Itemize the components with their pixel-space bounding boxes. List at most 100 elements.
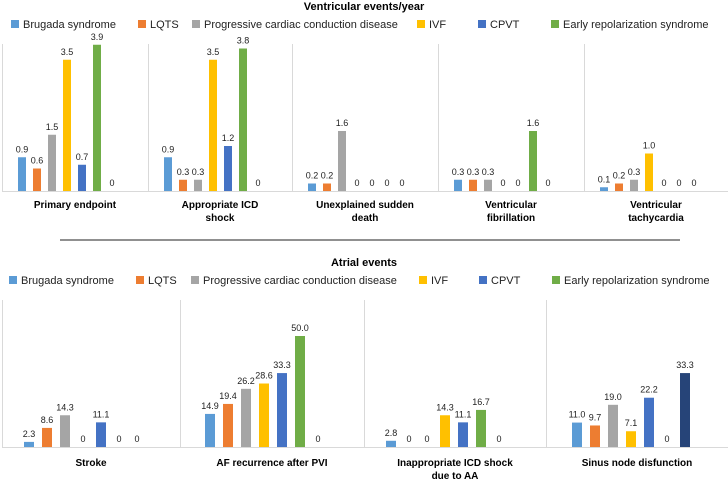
ventricular-bar-primary-endpoint-ivf [63, 59, 71, 191]
ventricular-value-label-primary-endpoint-early-repolarization-syndrome: 3.9 [91, 32, 104, 42]
atrial-legend-swatch-ivf [419, 276, 427, 284]
atrial-value-label-inappropriate-icd-shock-due-to-aa-progressive-cardiac-conduction-disease: 0 [424, 434, 429, 444]
ventricular-value-label-ventricular-tachycardia-ivf: 1.0 [643, 141, 656, 151]
ventricular-bar-ventricular-tachycardia-lqts [615, 183, 623, 191]
ventricular-bar-unexplained-sudden-death-brugada-syndrome [308, 183, 316, 191]
atrial-bar-sinus-node-disfunction-brugada-syndrome [572, 422, 582, 447]
atrial-value-label-af-recurrence-after-pvi-ivf: 28.6 [255, 371, 273, 381]
atrial-bar-af-recurrence-after-pvi-cpvt [277, 373, 287, 447]
ventricular-bar-unexplained-sudden-death-progressive-cardiac-conduction-disease [338, 131, 346, 191]
atrial-value-label-af-recurrence-after-pvi-early-repolarization-syndrome: 50.0 [291, 323, 309, 333]
atrial-legend-label-early-repolarization-syndrome: Early repolarization syndrome [564, 275, 710, 287]
ventricular-bar-appropriate-icd-shock-lqts [179, 179, 187, 191]
atrial-value-label-inappropriate-icd-shock-due-to-aa-ivf: 14.3 [436, 402, 454, 412]
ventricular-bar-unexplained-sudden-death-lqts [323, 183, 331, 191]
ventricular-legend-label-ivf: IVF [429, 19, 446, 31]
ventricular-bar-primary-endpoint-cpvt [78, 164, 86, 191]
ventricular-value-label-primary-endpoint-lqts: 0.6 [31, 156, 44, 166]
atrial-bar-stroke-brugada-syndrome [24, 441, 34, 447]
ventricular-value-label-ventricular-tachycardia-lqts: 0.2 [613, 171, 626, 181]
atrial-value-label-af-recurrence-after-pvi-sqts: 0 [315, 434, 320, 444]
atrial-value-label-stroke-progressive-cardiac-conduction-disease: 14.3 [56, 402, 74, 412]
atrial-legend: Brugada syndrome LQTS Progressive cardiac … [9, 275, 710, 287]
ventricular-bar-appropriate-icd-shock-brugada-syndrome [164, 157, 172, 191]
ventricular-category-label-unexplained-sudden-death: Unexplained sudden death [316, 200, 414, 224]
atrial-value-label-stroke-cpvt: 11.1 [93, 409, 110, 419]
ventricular-value-label-primary-endpoint-brugada-syndrome: 0.9 [16, 144, 29, 154]
atrial-value-label-stroke-brugada-syndrome: 2.3 [23, 429, 36, 439]
atrial-bar-sinus-node-disfunction-progressive-cardiac-conduction-disease [608, 404, 618, 447]
ventricular-value-label-ventricular-fibrillation-progressive-cardiac-conduction-disease: 0.3 [482, 167, 495, 177]
ventricular-category-label-ventricular-fibrillation: Ventricular fibrillation [485, 200, 537, 224]
ventricular-bar-ventricular-tachycardia-brugada-syndrome [600, 187, 608, 191]
ventricular-value-label-ventricular-tachycardia-brugada-syndrome: 0.1 [598, 174, 611, 184]
ventricular-value-label-appropriate-icd-shock-ivf: 3.5 [207, 47, 220, 57]
ventricular-legend-label-brugada-syndrome: Brugada syndrome [23, 19, 116, 31]
atrial-bar-sinus-node-disfunction-sqts [680, 373, 690, 447]
ventricular-value-label-appropriate-icd-shock-cpvt: 1.2 [222, 133, 235, 143]
ventricular-bar-ventricular-fibrillation-progressive-cardiac-conduction-disease [484, 179, 492, 191]
ventricular-value-label-unexplained-sudden-death-lqts: 0.2 [321, 171, 334, 181]
ventricular-category-label-appropriate-icd-shock: Appropriate ICD shock [182, 200, 259, 224]
ventricular-legend-swatch-progressive-cardiac-conduction-disease [192, 20, 200, 28]
atrial-bar-af-recurrence-after-pvi-brugada-syndrome [205, 413, 215, 447]
atrial-value-label-inappropriate-icd-shock-due-to-aa-early-repolarization-syndrome: 16.7 [472, 397, 490, 407]
ventricular-legend-swatch-lqts [138, 20, 146, 28]
atrial-value-label-af-recurrence-after-pvi-lqts: 19.4 [219, 391, 237, 401]
atrial-events-chart: Atrial events Brugada syndrome LQTS Progre… [2, 257, 728, 482]
ventricular-bar-appropriate-icd-shock-progressive-cardiac-conduction-disease [194, 179, 202, 191]
ventricular-value-label-ventricular-tachycardia-sqts: 0 [691, 178, 696, 188]
ventricular-value-label-appropriate-icd-shock-lqts: 0.3 [177, 167, 190, 177]
ventricular-value-label-unexplained-sudden-death-sqts: 0 [399, 178, 404, 188]
atrial-legend-label-progressive-cardiac-conduction-disease: Progressive cardiac conduction disease [203, 275, 397, 287]
atrial-value-label-stroke-lqts: 8.6 [41, 415, 54, 425]
ventricular-bar-primary-endpoint-early-repolarization-syndrome [93, 44, 101, 191]
atrial-value-label-inappropriate-icd-shock-due-to-aa-brugada-syndrome: 2.8 [385, 428, 398, 438]
atrial-value-label-sinus-node-disfunction-early-repolarization-syndrome: 0 [664, 434, 669, 444]
atrial-bar-inappropriate-icd-shock-due-to-aa-early-repolarization-syndrome [476, 409, 486, 447]
ventricular-bar-ventricular-tachycardia-ivf [645, 153, 653, 191]
atrial-bar-stroke-cpvt [96, 422, 106, 447]
ventricular-value-label-primary-endpoint-ivf: 3.5 [61, 47, 74, 57]
atrial-legend-swatch-cpvt [479, 276, 487, 284]
atrial-value-label-sinus-node-disfunction-brugada-syndrome: 11.0 [569, 410, 586, 420]
atrial-value-label-sinus-node-disfunction-progressive-cardiac-conduction-disease: 19.0 [604, 392, 622, 402]
ventricular-value-label-ventricular-tachycardia-cpvt: 0 [661, 178, 666, 188]
atrial-category-label-stroke: Stroke [75, 458, 107, 469]
atrial-legend-label-cpvt: CPVT [491, 275, 521, 287]
atrial-bar-af-recurrence-after-pvi-lqts [223, 403, 233, 447]
atrial-value-label-inappropriate-icd-shock-due-to-aa-cpvt: 11.1 [455, 409, 472, 419]
ventricular-value-label-ventricular-tachycardia-early-repolarization-syndrome: 0 [676, 178, 681, 188]
atrial-value-label-stroke-early-repolarization-syndrome: 0 [116, 434, 121, 444]
ventricular-value-label-unexplained-sudden-death-brugada-syndrome: 0.2 [306, 171, 319, 181]
ventricular-legend-swatch-brugada-syndrome [11, 20, 19, 28]
ventricular-value-label-unexplained-sudden-death-ivf: 0 [354, 178, 359, 188]
ventricular-value-label-unexplained-sudden-death-progressive-cardiac-conduction-disease: 1.6 [336, 118, 349, 128]
ventricular-bar-appropriate-icd-shock-early-repolarization-syndrome [239, 48, 247, 191]
atrial-legend-label-lqts: LQTS [148, 275, 177, 287]
ventricular-bar-appropriate-icd-shock-cpvt [224, 146, 232, 191]
ventricular-value-label-ventricular-fibrillation-sqts: 0 [545, 178, 550, 188]
ventricular-bar-primary-endpoint-lqts [33, 168, 41, 191]
ventricular-legend-label-progressive-cardiac-conduction-disease: Progressive cardiac conduction disease [204, 19, 398, 31]
ventricular-value-label-appropriate-icd-shock-brugada-syndrome: 0.9 [162, 144, 175, 154]
ventricular-value-label-unexplained-sudden-death-early-repolarization-syndrome: 0 [384, 178, 389, 188]
atrial-legend-swatch-lqts [136, 276, 144, 284]
atrial-bar-stroke-progressive-cardiac-conduction-disease [60, 415, 70, 447]
atrial-legend-swatch-brugada-syndrome [9, 276, 17, 284]
atrial-bar-sinus-node-disfunction-lqts [590, 425, 600, 447]
ventricular-legend-swatch-ivf [417, 20, 425, 28]
ventricular-bar-ventricular-tachycardia-progressive-cardiac-conduction-disease [630, 179, 638, 191]
ventricular-value-label-unexplained-sudden-death-cpvt: 0 [369, 178, 374, 188]
atrial-category-label-sinus-node-disfunction: Sinus node disfunction [582, 458, 693, 469]
ventricular-value-label-ventricular-fibrillation-ivf: 0 [500, 178, 505, 188]
ventricular-value-label-appropriate-icd-shock-progressive-cardiac-conduction-disease: 0.3 [192, 167, 205, 177]
atrial-value-label-af-recurrence-after-pvi-progressive-cardiac-conduction-disease: 26.2 [237, 376, 255, 386]
atrial-category-label-inappropriate-icd-shock-due-to-aa: Inappropriate ICD shock due to AA [397, 458, 513, 482]
ventricular-legend-label-early-repolarization-syndrome: Early repolarization syndrome [563, 19, 709, 31]
atrial-bar-sinus-node-disfunction-ivf [626, 431, 636, 447]
ventricular-events-chart: Ventricular events/year Brugada syndrome… [2, 1, 728, 224]
atrial-value-label-inappropriate-icd-shock-due-to-aa-lqts: 0 [406, 434, 411, 444]
